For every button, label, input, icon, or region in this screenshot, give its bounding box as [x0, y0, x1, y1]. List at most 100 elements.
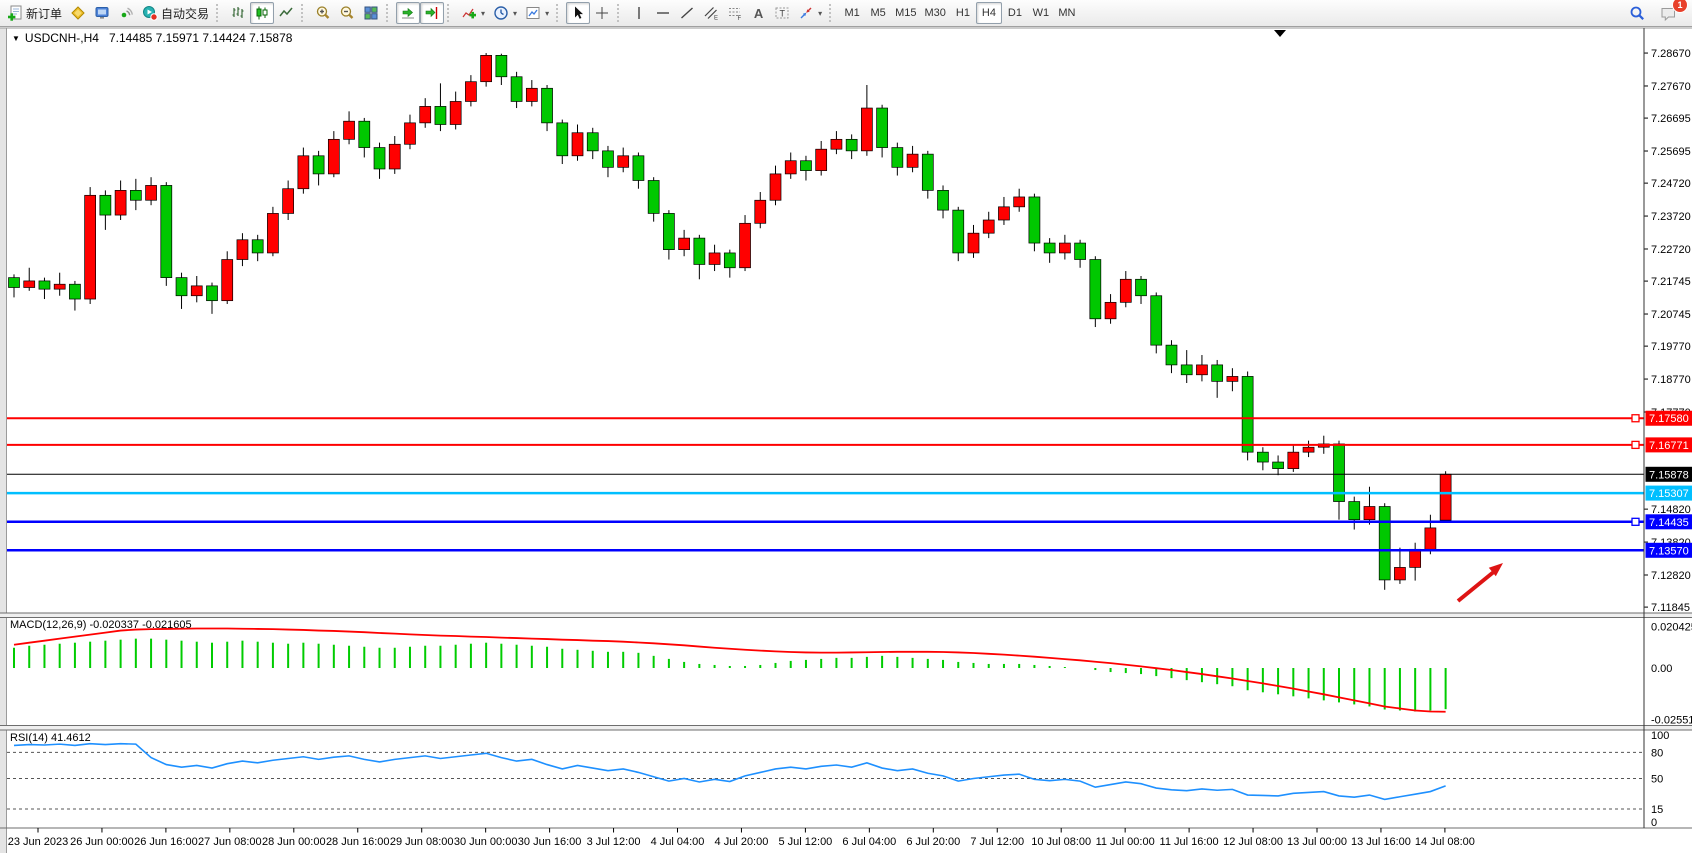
periods-button[interactable]: ▾ — [489, 2, 521, 24]
cursor-button[interactable] — [566, 2, 591, 24]
svg-text:F: F — [738, 16, 742, 21]
toolbar: 新订单 自动交易 — [0, 0, 1692, 27]
candlestick-chart-icon — [256, 6, 268, 20]
hline-7.14435[interactable]: 7.14435 — [7, 514, 1692, 530]
timeframe-mn-button[interactable]: MN — [1054, 2, 1080, 24]
auto-scroll-button[interactable] — [396, 2, 421, 24]
timeframe-m5-button[interactable]: M5 — [865, 2, 891, 24]
svg-text:4 Jul 04:00: 4 Jul 04:00 — [651, 836, 705, 848]
svg-text:7.16771: 7.16771 — [1649, 440, 1689, 452]
zoom-out-button[interactable] — [335, 2, 359, 24]
svg-text:26 Jun 16:00: 26 Jun 16:00 — [134, 836, 198, 848]
svg-text:0.00: 0.00 — [1651, 663, 1672, 675]
rsi-line — [13, 742, 1446, 801]
timeframe-d1-button[interactable]: D1 — [1002, 2, 1028, 24]
svg-text:5 Jul 12:00: 5 Jul 12:00 — [778, 836, 832, 848]
svg-text:7 Jul 12:00: 7 Jul 12:00 — [970, 836, 1024, 848]
dropdown-arrow-icon: ▾ — [818, 8, 823, 18]
svg-text:7.26695: 7.26695 — [1651, 113, 1691, 125]
zoom-in-button[interactable] — [311, 2, 335, 24]
bar-chart-button[interactable] — [226, 2, 250, 24]
hline-7.13570[interactable]: 7.13570 — [7, 542, 1692, 558]
toolbar-grip — [829, 4, 835, 22]
macd-signal-line — [13, 627, 1446, 713]
indicators-button[interactable]: ▾ — [457, 2, 489, 24]
svg-text:4 Jul 20:00: 4 Jul 20:00 — [715, 836, 769, 848]
equidistant-channel-icon: E — [704, 7, 718, 22]
search-icon — [1630, 6, 1644, 20]
tile-windows-button[interactable] — [359, 2, 383, 24]
svg-text:T: T — [780, 9, 786, 19]
svg-text:15: 15 — [1651, 804, 1663, 816]
svg-text:50: 50 — [1651, 774, 1663, 786]
label-tool-icon: T — [775, 7, 789, 19]
svg-text:E: E — [714, 16, 718, 22]
hline-7.16771[interactable]: 7.16771 — [7, 437, 1692, 453]
svg-text:7.17580: 7.17580 — [1649, 413, 1689, 425]
timeframe-h4-button[interactable]: H4 — [975, 2, 1002, 24]
svg-text:7.13570: 7.13570 — [1649, 545, 1689, 557]
timeframe-m30-button[interactable]: M30 — [921, 2, 950, 24]
rsi-levels — [7, 751, 1644, 810]
svg-text:7.21745: 7.21745 — [1651, 276, 1691, 288]
svg-text:30 Jun 00:00: 30 Jun 00:00 — [454, 836, 518, 848]
svg-text:11 Jul 00:00: 11 Jul 00:00 — [1096, 836, 1155, 848]
trend-arrow-annotation[interactable] — [1456, 563, 1503, 603]
autotrading-button[interactable]: 自动交易 — [138, 2, 213, 24]
chart-shift-button[interactable] — [420, 2, 445, 24]
hline-7.17580[interactable]: 7.17580 — [7, 410, 1692, 426]
timeframe-m1-button[interactable]: M1 — [839, 2, 865, 24]
new-order-label: 新订单 — [26, 6, 63, 21]
svg-text:27 Jun 08:00: 27 Jun 08:00 — [198, 836, 262, 848]
svg-text:7.14820: 7.14820 — [1651, 504, 1691, 516]
svg-text:29 Jun 08:00: 29 Jun 08:00 — [390, 836, 454, 848]
arrows-icon — [800, 7, 812, 19]
crosshair-icon — [596, 7, 609, 19]
equidistant-channel-button[interactable]: E — [699, 2, 723, 24]
timeframe-w1-button[interactable]: W1 — [1028, 2, 1054, 24]
new-order-button[interactable]: 新订单 — [3, 2, 66, 24]
horizontal-line-button[interactable] — [651, 2, 675, 24]
time-axis[interactable]: 23 Jun 2023 26 Jun 00:00 26 Jun 16:00 27 Ju… — [8, 828, 1475, 848]
text-button[interactable]: A — [747, 2, 770, 24]
autotrading-icon — [143, 6, 158, 21]
signals-button[interactable] — [114, 2, 138, 24]
bar-chart-icon — [232, 7, 244, 18]
vertical-line-button[interactable] — [627, 2, 651, 24]
trendline-icon — [681, 7, 694, 19]
metaeditor-button[interactable] — [66, 2, 90, 24]
timeframe-h1-button[interactable]: H1 — [950, 2, 976, 24]
terminal-button[interactable] — [90, 2, 114, 24]
templates-button[interactable]: ▾ — [521, 2, 553, 24]
hline-7.15307[interactable]: 7.15307 — [7, 485, 1692, 501]
svg-text:0: 0 — [1651, 817, 1657, 829]
svg-text:3 Jul 12:00: 3 Jul 12:00 — [587, 836, 641, 848]
svg-text:14 Jul 08:00: 14 Jul 08:00 — [1415, 836, 1475, 848]
line-chart-button[interactable] — [274, 2, 298, 24]
hline-7.15878[interactable]: 7.15878 — [7, 466, 1692, 482]
candlestick-chart-button[interactable] — [250, 2, 275, 24]
indicators-icon — [462, 8, 477, 19]
terminal-icon — [95, 7, 109, 19]
cursor-icon — [575, 6, 584, 19]
svg-text:7.11845: 7.11845 — [1651, 602, 1690, 614]
rsi-axis: 100 80 50 150 — [1651, 730, 1669, 829]
toolbar-grip — [301, 4, 307, 22]
svg-text:12 Jul 08:00: 12 Jul 08:00 — [1223, 836, 1283, 848]
svg-text:7.15307: 7.15307 — [1649, 488, 1689, 500]
crosshair-button[interactable] — [590, 2, 614, 24]
arrows-button[interactable]: ▾ — [794, 2, 826, 24]
signals-icon — [121, 7, 134, 18]
timeframe-m15-button[interactable]: M15 — [891, 2, 920, 24]
svg-text:7.22720: 7.22720 — [1651, 244, 1691, 256]
time-marker-icon[interactable] — [1274, 30, 1286, 37]
svg-text:7.25695: 7.25695 — [1651, 146, 1691, 158]
svg-text:7.12820: 7.12820 — [1651, 570, 1691, 582]
svg-text:7.20745: 7.20745 — [1651, 309, 1691, 321]
trendline-button[interactable] — [675, 2, 699, 24]
fibonacci-button[interactable]: F — [723, 2, 747, 24]
search-button[interactable] — [1625, 2, 1650, 24]
label-button[interactable]: T — [770, 2, 794, 24]
svg-text:28 Jun 16:00: 28 Jun 16:00 — [326, 836, 390, 848]
